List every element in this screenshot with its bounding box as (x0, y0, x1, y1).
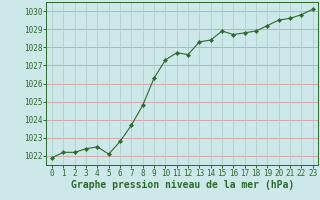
X-axis label: Graphe pression niveau de la mer (hPa): Graphe pression niveau de la mer (hPa) (71, 180, 294, 190)
